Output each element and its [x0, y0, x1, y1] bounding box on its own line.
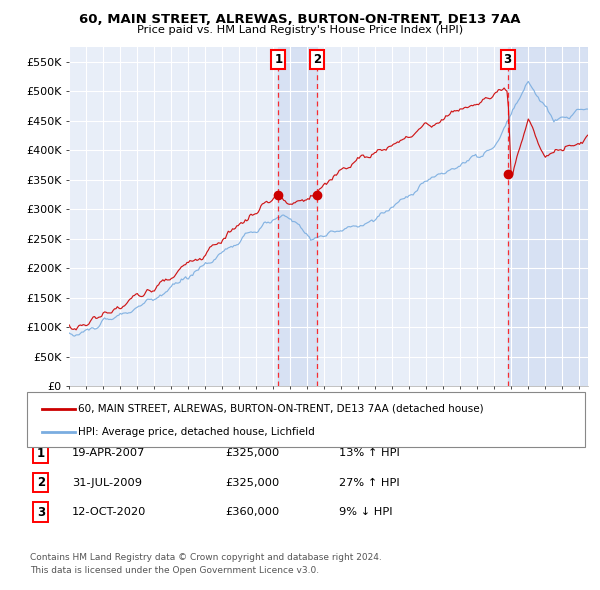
Text: 3: 3: [37, 506, 45, 519]
Text: 13% ↑ HPI: 13% ↑ HPI: [339, 448, 400, 458]
Text: 1: 1: [274, 53, 283, 65]
Text: Contains HM Land Registry data © Crown copyright and database right 2024.: Contains HM Land Registry data © Crown c…: [30, 553, 382, 562]
Text: 2: 2: [37, 476, 45, 489]
Text: 60, MAIN STREET, ALREWAS, BURTON-ON-TRENT, DE13 7AA: 60, MAIN STREET, ALREWAS, BURTON-ON-TREN…: [79, 13, 521, 26]
Text: Price paid vs. HM Land Registry's House Price Index (HPI): Price paid vs. HM Land Registry's House …: [137, 25, 463, 35]
Text: 1: 1: [37, 447, 45, 460]
Bar: [278, 47, 317, 386]
Text: 19-APR-2007: 19-APR-2007: [72, 448, 145, 458]
Text: £325,000: £325,000: [225, 478, 279, 487]
Text: 60, MAIN STREET, ALREWAS, BURTON-ON-TRENT, DE13 7AA (detached house): 60, MAIN STREET, ALREWAS, BURTON-ON-TREN…: [78, 404, 484, 414]
Text: 2: 2: [313, 53, 321, 65]
Text: This data is licensed under the Open Government Licence v3.0.: This data is licensed under the Open Gov…: [30, 566, 319, 575]
Text: £325,000: £325,000: [225, 448, 279, 458]
Bar: [508, 47, 588, 386]
Text: 9% ↓ HPI: 9% ↓ HPI: [339, 507, 392, 517]
Text: 3: 3: [503, 53, 512, 65]
Text: £360,000: £360,000: [225, 507, 279, 517]
Text: 12-OCT-2020: 12-OCT-2020: [72, 507, 146, 517]
Text: 31-JUL-2009: 31-JUL-2009: [72, 478, 142, 487]
Text: HPI: Average price, detached house, Lichfield: HPI: Average price, detached house, Lich…: [78, 427, 315, 437]
Text: 27% ↑ HPI: 27% ↑ HPI: [339, 478, 400, 487]
